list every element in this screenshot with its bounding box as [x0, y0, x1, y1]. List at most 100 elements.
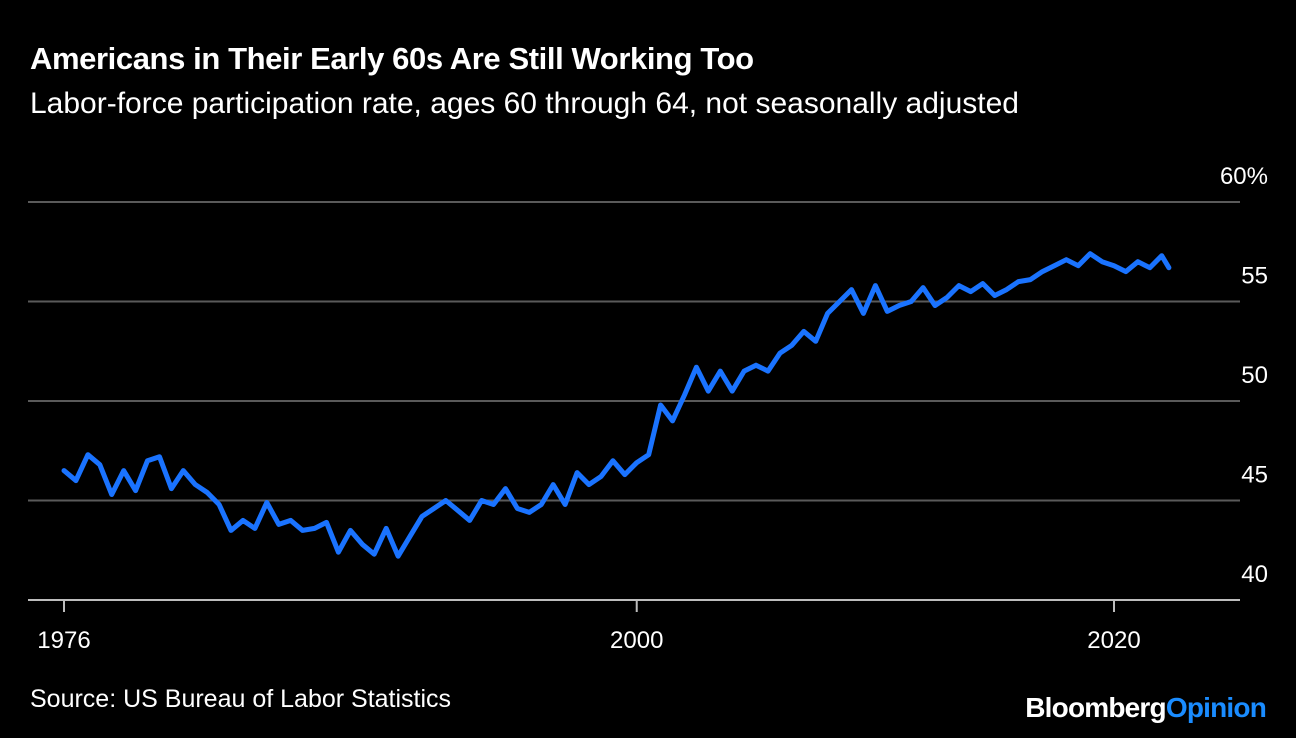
gridlines: [28, 201, 1240, 502]
data-point: [360, 542, 364, 546]
data-point: [993, 294, 997, 297]
data-point: [742, 369, 746, 373]
x-tick-label: 2020: [1087, 627, 1140, 654]
data-point: [396, 554, 400, 558]
data-point: [158, 455, 161, 459]
data-point: [826, 311, 830, 315]
data-point: [861, 311, 865, 315]
data-point: [134, 489, 138, 493]
data-point: [563, 503, 567, 506]
data-point: [336, 550, 340, 554]
y-tick-label: 40: [1241, 561, 1268, 588]
y-tick-label: 45: [1241, 462, 1268, 489]
brand-part-2: Opinion: [1165, 692, 1267, 723]
data-point: [468, 518, 472, 522]
data-point: [265, 501, 269, 504]
data-point: [1052, 264, 1056, 268]
data-point: [623, 473, 627, 477]
data-point: [1076, 264, 1080, 268]
data-point: [1064, 258, 1068, 262]
data-point: [659, 403, 663, 407]
data-point: [146, 459, 149, 463]
data-point: [432, 507, 436, 510]
data-point: [289, 518, 293, 522]
data-point: [515, 507, 519, 510]
data-point: [1005, 288, 1009, 292]
data-point: [539, 503, 543, 506]
data-point: [169, 487, 173, 491]
data-point: [551, 483, 555, 487]
data-point: [110, 493, 114, 496]
data-point: [456, 508, 460, 512]
data-point: [492, 503, 495, 506]
data-point: [909, 300, 913, 303]
data-point: [277, 522, 281, 526]
data-point: [444, 499, 448, 502]
data-point: [778, 351, 782, 355]
data-point: [635, 461, 639, 465]
data-point: [683, 393, 686, 397]
series-line: [61, 251, 1172, 559]
data-point: [802, 329, 806, 333]
data-point: [1088, 252, 1092, 256]
data-point: [969, 290, 973, 294]
data-point: [301, 528, 305, 532]
data-point: [897, 304, 901, 307]
data-point: [921, 286, 925, 290]
data-point: [754, 363, 758, 367]
data-point: [1148, 266, 1152, 270]
data-point: [814, 339, 818, 343]
data-point: [790, 343, 794, 347]
data-point: [730, 389, 734, 393]
data-point: [1160, 254, 1164, 258]
data-point: [706, 389, 710, 393]
data-point: [86, 453, 90, 457]
data-point: [181, 469, 185, 473]
data-point: [611, 459, 615, 463]
data-point: [229, 528, 233, 532]
data-point: [766, 369, 770, 373]
data-point: [945, 296, 949, 299]
data-point: [372, 552, 376, 556]
series-layer: [61, 251, 1172, 559]
data-point: [1167, 266, 1171, 270]
data-point: [647, 453, 651, 457]
data-point: [74, 479, 78, 483]
y-tick-label: 50: [1241, 362, 1268, 389]
y-tick-label: 55: [1241, 263, 1268, 290]
data-point: [671, 419, 674, 423]
data-point: [253, 526, 257, 530]
data-point: [599, 475, 603, 479]
data-point: [1100, 260, 1104, 264]
data-point: [325, 520, 328, 524]
data-point: [694, 365, 698, 369]
data-point: [480, 499, 484, 502]
data-point: [313, 526, 317, 530]
data-point: [98, 463, 102, 467]
data-point: [193, 483, 197, 487]
data-point: [575, 471, 579, 475]
data-point: [408, 534, 412, 538]
data-point: [205, 491, 209, 494]
data-point: [217, 503, 221, 506]
x-axis: [28, 599, 1240, 612]
data-point: [850, 288, 853, 292]
data-point: [718, 369, 722, 373]
data-point: [62, 469, 66, 473]
chart-subtitle: Labor-force participation rate, ages 60 …: [30, 87, 1019, 120]
data-point: [241, 518, 245, 522]
data-point: [587, 483, 591, 487]
data-point: [1040, 270, 1044, 274]
data-point: [504, 487, 507, 491]
data-point: [527, 510, 531, 514]
brand-logo: BloombergOpinion: [1025, 692, 1267, 724]
data-point: [838, 300, 842, 303]
x-tick-label: 2000: [610, 627, 663, 654]
x-tick-labels: 1976 2000 2020: [37, 627, 1140, 654]
x-tick-label: 1976: [37, 627, 90, 654]
chart-title: Americans in Their Early 60s Are Still W…: [30, 41, 754, 76]
data-point: [885, 309, 889, 313]
data-point: [1112, 264, 1116, 268]
data-point: [348, 528, 352, 532]
